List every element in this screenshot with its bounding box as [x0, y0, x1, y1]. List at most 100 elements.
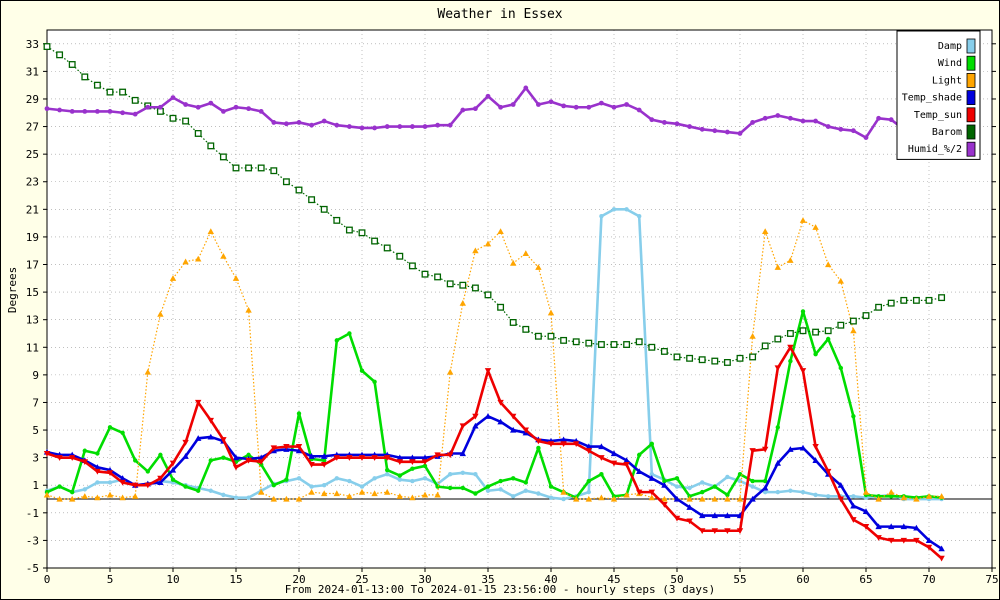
data-point	[522, 427, 529, 434]
data-point	[119, 479, 126, 486]
data-point	[421, 454, 429, 461]
data-point	[862, 488, 870, 495]
data-point	[484, 291, 492, 299]
data-point	[245, 164, 253, 172]
data-point	[662, 478, 667, 484]
data-point	[599, 214, 604, 219]
data-point	[913, 537, 920, 544]
data-point	[610, 460, 618, 467]
data-point	[396, 459, 403, 465]
data-point	[44, 106, 50, 112]
data-point	[510, 426, 517, 433]
data-point	[270, 445, 277, 452]
data-point	[849, 317, 857, 325]
data-point	[511, 494, 516, 499]
data-point	[284, 121, 289, 127]
data-point	[82, 108, 88, 114]
y-tick-label: 17	[26, 259, 39, 272]
data-point	[610, 495, 618, 502]
data-point	[81, 493, 88, 499]
data-point	[334, 122, 340, 128]
y-tick-label: 11	[26, 341, 39, 354]
data-point	[686, 504, 693, 510]
x-tick-label: 25	[355, 573, 368, 586]
legend-item: Barom	[932, 124, 976, 140]
data-point	[925, 493, 933, 499]
data-point	[183, 102, 189, 107]
data-point	[397, 473, 402, 478]
data-point	[133, 458, 138, 463]
data-point	[422, 476, 428, 481]
data-point	[284, 477, 289, 482]
data-point	[69, 108, 75, 114]
data-point	[182, 117, 190, 125]
data-point	[838, 365, 843, 371]
data-point	[787, 344, 794, 351]
data-point	[144, 368, 151, 375]
data-point	[283, 495, 290, 502]
data-point	[221, 108, 226, 114]
data-point	[460, 107, 466, 113]
data-point	[750, 484, 755, 489]
data-point	[560, 441, 567, 448]
data-point	[912, 296, 920, 304]
data-point	[711, 512, 718, 519]
data-point	[107, 425, 113, 430]
data-point	[725, 129, 730, 135]
data-point	[523, 480, 528, 485]
data-point	[585, 443, 592, 450]
data-point	[221, 492, 226, 498]
data-point	[800, 489, 806, 495]
data-point	[333, 216, 341, 224]
data-point	[523, 85, 529, 91]
data-point	[775, 425, 780, 430]
legend-label: Temp_shade	[902, 93, 962, 104]
data-point	[649, 441, 654, 447]
data-point	[624, 102, 629, 107]
data-point	[826, 336, 831, 342]
data-point	[57, 484, 62, 489]
data-point	[232, 454, 240, 461]
data-point	[321, 453, 328, 459]
data-point	[509, 319, 517, 326]
x-tick-label: 15	[229, 573, 242, 586]
data-point	[359, 125, 365, 131]
y-tick-label: 21	[26, 203, 39, 216]
data-point	[862, 508, 870, 515]
data-point	[93, 81, 101, 89]
data-point	[938, 294, 946, 302]
data-point	[925, 296, 933, 304]
data-point	[158, 452, 163, 458]
data-point	[850, 327, 857, 334]
data-point	[497, 418, 504, 425]
data-point	[282, 178, 290, 186]
data-point	[322, 458, 327, 463]
data-point	[875, 535, 882, 541]
data-point	[536, 491, 541, 496]
data-point	[296, 411, 302, 416]
data-point	[725, 492, 730, 498]
x-tick-label: 35	[481, 573, 494, 586]
data-point	[145, 469, 150, 474]
data-point	[371, 237, 379, 245]
y-tick-label: 9	[32, 369, 39, 382]
data-point	[359, 484, 365, 489]
legend-label: Temp_sun	[914, 110, 962, 121]
data-point	[70, 489, 75, 495]
data-point	[232, 464, 240, 471]
data-point	[497, 303, 505, 311]
data-point	[774, 335, 782, 343]
data-point	[271, 120, 277, 125]
legend-label: Barom	[932, 127, 962, 138]
data-point	[95, 108, 100, 114]
data-point	[876, 115, 881, 121]
data-point	[599, 100, 604, 106]
data-point	[94, 468, 101, 475]
data-point	[774, 365, 781, 372]
data-point	[473, 471, 478, 477]
data-point	[700, 489, 705, 495]
data-point	[687, 124, 692, 129]
data-point	[825, 124, 831, 129]
data-point	[383, 244, 391, 252]
